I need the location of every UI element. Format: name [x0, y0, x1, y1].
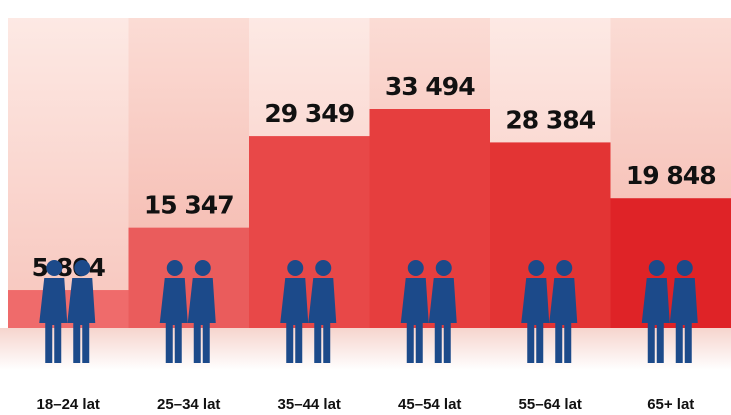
value-label: 28 384: [505, 105, 595, 134]
bar: [249, 136, 370, 328]
silhouette: [436, 260, 452, 276]
value-label: 33 494: [385, 72, 475, 101]
x-tick-label: 45–54 lat: [398, 396, 461, 413]
chart: 5 804 18–24 lat 15 347 25–34 lat 29 349 35–44…: [0, 0, 731, 415]
silhouette: [74, 260, 90, 276]
silhouette: [315, 260, 331, 276]
bar: [129, 228, 250, 328]
bar: [490, 142, 611, 328]
x-tick-label: 25–34 lat: [157, 396, 220, 413]
bar: [370, 109, 491, 328]
bar: [611, 198, 731, 328]
x-tick-label: 35–44 lat: [278, 396, 341, 413]
x-tick-label: 65+ lat: [647, 396, 694, 413]
value-label: 29 349: [264, 99, 354, 128]
value-label: 5 804: [32, 253, 106, 282]
silhouette: [287, 260, 303, 276]
floor: [0, 328, 731, 398]
silhouette: [556, 260, 572, 276]
value-label: 19 848: [626, 161, 716, 190]
x-tick-label: 18–24 lat: [37, 396, 100, 413]
x-tick-label: 55–64 lat: [519, 396, 582, 413]
silhouette: [46, 260, 62, 276]
silhouette: [528, 260, 544, 276]
silhouette: [649, 260, 665, 276]
silhouette: [195, 260, 211, 276]
silhouette: [167, 260, 183, 276]
silhouette: [408, 260, 424, 276]
value-label: 15 347: [144, 191, 234, 220]
silhouette: [677, 260, 693, 276]
